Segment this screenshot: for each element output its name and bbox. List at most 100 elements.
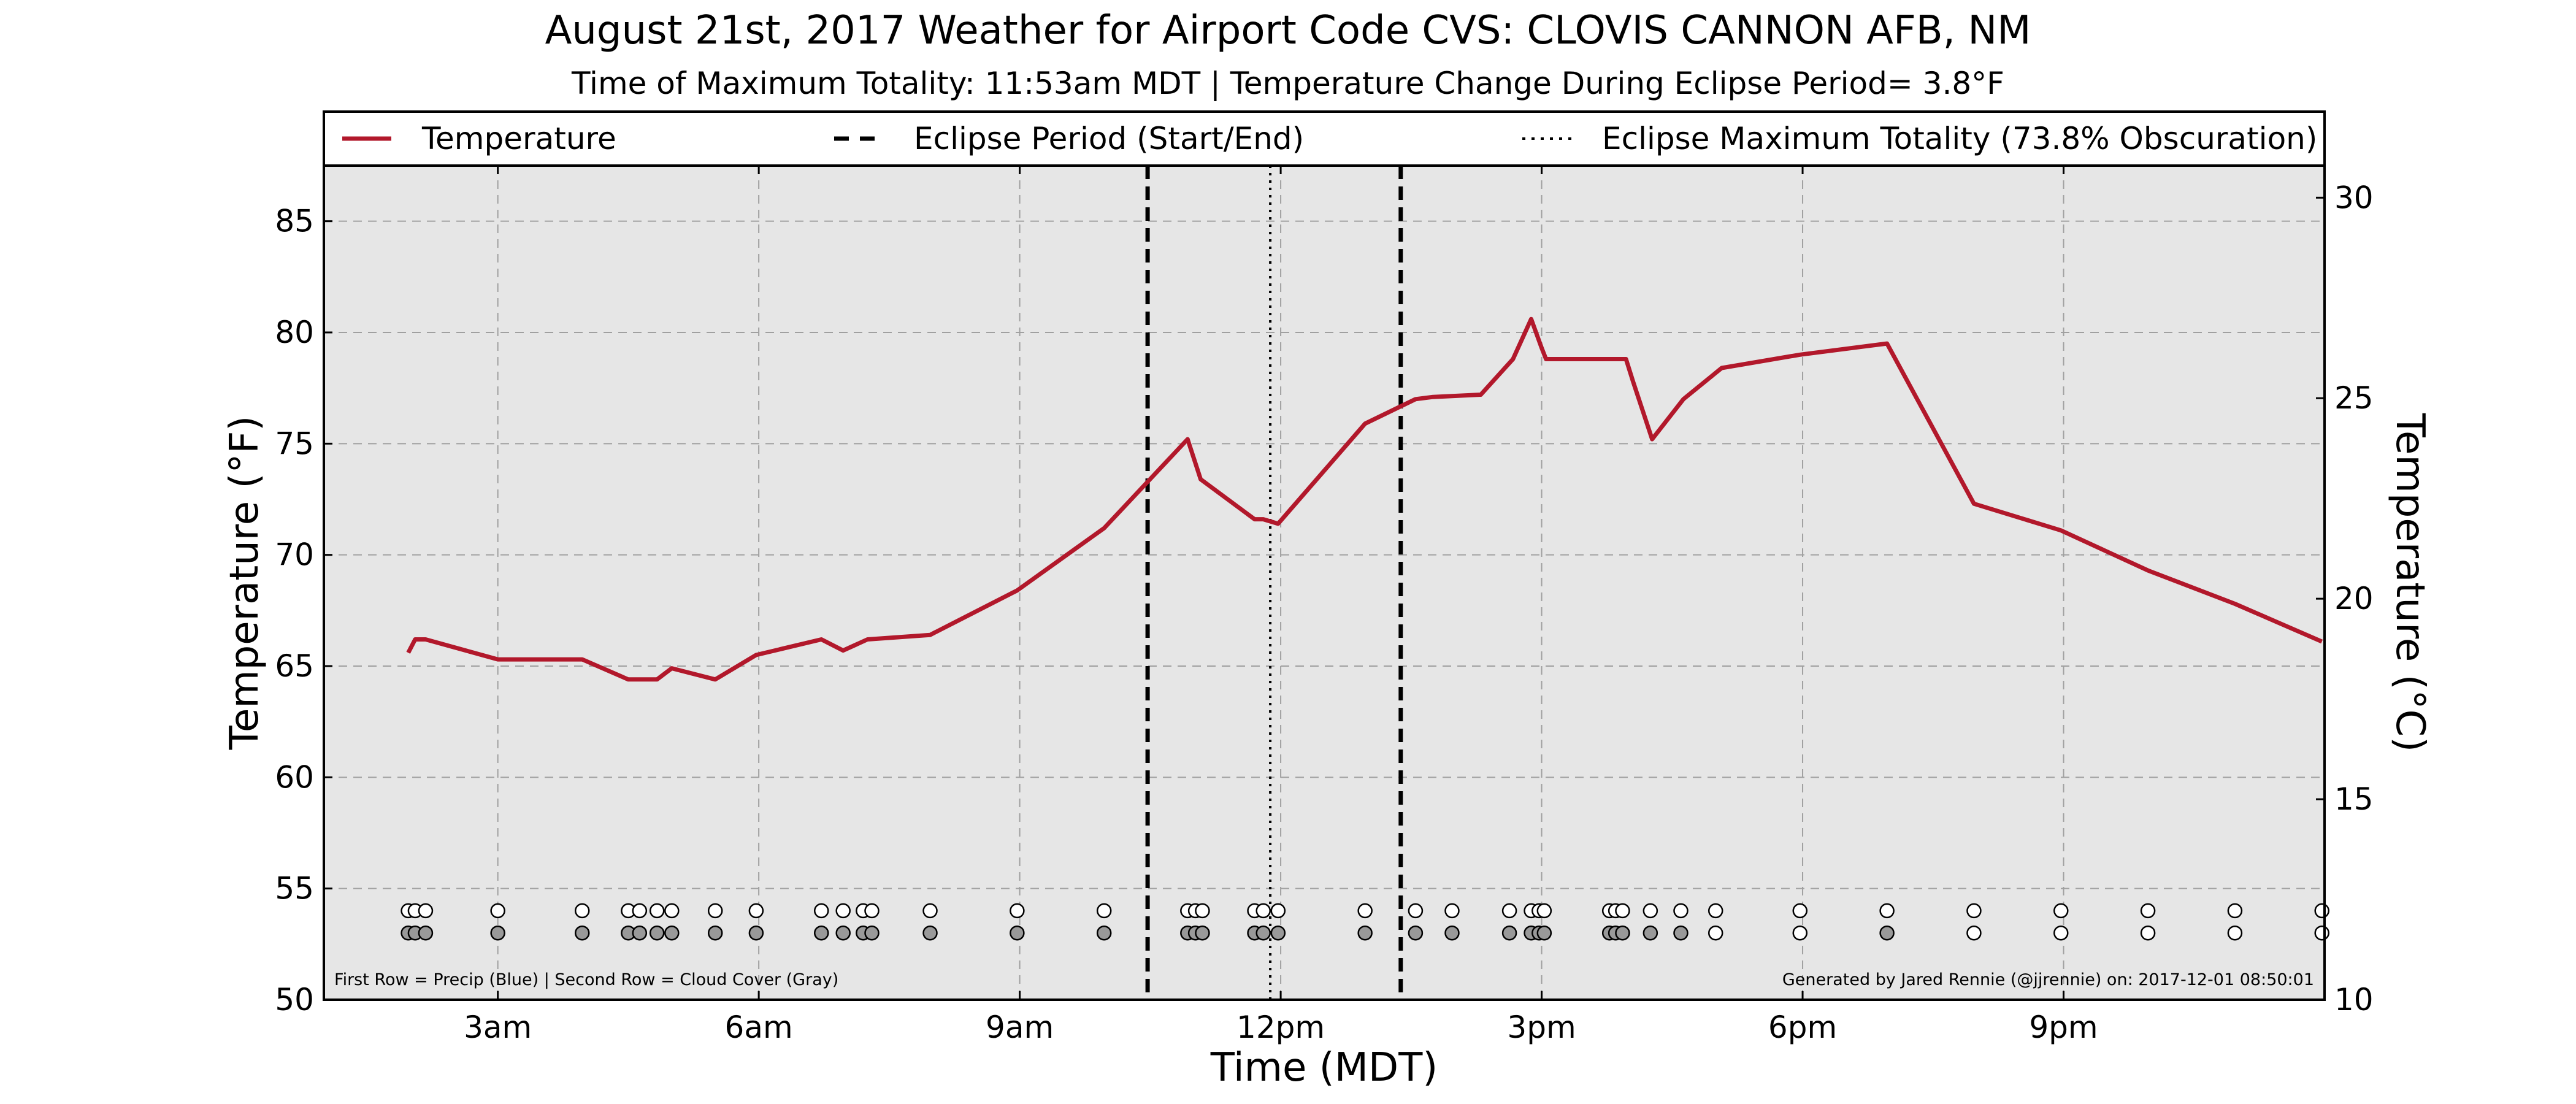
precip-marker: [864, 903, 880, 919]
cloud-cover-marker: [1615, 925, 1630, 941]
plot-background: [324, 166, 2325, 1000]
cloud-cover-marker: [864, 925, 880, 941]
cloud-cover-marker: [1255, 925, 1271, 941]
credit-note: Generated by Jared Rennie (@jjrennie) on…: [1782, 970, 2314, 989]
x-tick-label: 9pm: [2029, 1010, 2098, 1045]
legend-label: Temperature: [421, 121, 616, 156]
precip-marker: [2227, 903, 2243, 919]
precip-marker: [1966, 903, 1982, 919]
y-tick-label: 70: [275, 537, 314, 573]
y-tick-label: 80: [275, 315, 314, 350]
y-tick-label: 60: [275, 759, 314, 795]
cloud-cover-marker: [1195, 925, 1210, 941]
cloud-cover-marker: [1501, 925, 1517, 941]
cloud-cover-marker: [632, 925, 648, 941]
precip-marker: [490, 903, 505, 919]
precip-marker: [1408, 903, 1424, 919]
precip-marker: [1195, 903, 1210, 919]
y-axis-title: Temperature (°F): [222, 416, 267, 751]
cloud-cover-marker: [1643, 925, 1658, 941]
legend-label: Eclipse Maximum Totality (73.8% Obscurat…: [1602, 121, 2317, 156]
precip-marker: [1444, 903, 1460, 919]
cloud-cover-marker: [835, 925, 851, 941]
chart-notes: First Row = Precip (Blue) | Second Row =…: [334, 970, 2314, 989]
precip-marker: [1255, 903, 1271, 919]
cloud-cover-marker: [707, 925, 723, 941]
precip-marker: [1792, 903, 1808, 919]
cloud-cover-marker: [748, 925, 764, 941]
precip-marker: [835, 903, 851, 919]
y-right-tick-label: 30: [2334, 180, 2374, 215]
precip-marker: [1708, 903, 1723, 919]
precip-marker: [1673, 903, 1689, 919]
precip-marker: [649, 903, 665, 919]
cloud-cover-marker: [664, 925, 680, 941]
y-right-tick-label: 20: [2334, 581, 2374, 616]
precip-marker: [1010, 903, 1025, 919]
precip-marker: [1501, 903, 1517, 919]
y-tick-label: 55: [275, 871, 314, 907]
temperature-series-line: [406, 316, 2323, 682]
y-right-axis-title: Temperature (°C): [2387, 413, 2432, 752]
cloud-cover-marker: [649, 925, 665, 941]
x-tick-label: 12pm: [1236, 1010, 1325, 1045]
precip-marker: [748, 903, 764, 919]
axis-ticks: 3am 6am 9am 12pm 3pm 6pm 9pm 50 55 60 65 70 75 80 85 10…: [222, 166, 2432, 1091]
cloud-cover-marker: [813, 925, 829, 941]
cloud-cover-marker: [1444, 925, 1460, 941]
precip-marker: [1879, 903, 1895, 919]
precip-marker: [574, 903, 590, 919]
cloud-cover-marker: [1792, 925, 1808, 941]
precip-marker: [418, 903, 434, 919]
cloud-cover-marker: [1096, 925, 1112, 941]
x-tick-label: 6pm: [1768, 1010, 1837, 1045]
cloud-cover-marker: [574, 925, 590, 941]
legend: Temperature Eclipse Period (Start/End) Ecl…: [342, 121, 2317, 156]
chart-title: August 21st, 2017 Weather for Airport Co…: [545, 8, 2031, 53]
precip-marker: [1270, 903, 1286, 919]
y-right-tick-label: 15: [2334, 781, 2374, 817]
x-tick-label: 9am: [986, 1010, 1054, 1045]
precip-marker: [2053, 903, 2069, 919]
x-tick-label: 6am: [725, 1010, 793, 1045]
cloud-cover-marker: [2227, 925, 2243, 941]
cloud-cover-marker: [1879, 925, 1895, 941]
precip-marker: [632, 903, 648, 919]
cloud-cover-marker: [1010, 925, 1025, 941]
cloud-cover-marker: [2314, 925, 2329, 941]
precip-marker: [1615, 903, 1630, 919]
cloud-cover-marker: [1536, 925, 1552, 941]
x-tick-label: 3am: [464, 1010, 532, 1045]
precip-marker: [1643, 903, 1658, 919]
y-tick-label: 75: [275, 426, 314, 461]
cloud-cover-marker: [490, 925, 505, 941]
plot-frame: [323, 164, 2326, 1001]
precip-marker: [2140, 903, 2156, 919]
cloud-cover-marker: [1708, 925, 1723, 941]
y-right-tick-label: 10: [2334, 982, 2374, 1018]
cloud-cover-marker: [418, 925, 434, 941]
cloud-cover-marker: [2140, 925, 2156, 941]
row-legend-note: First Row = Precip (Blue) | Second Row =…: [334, 970, 838, 989]
precip-marker: [922, 903, 938, 919]
cloud-cover-marker: [922, 925, 938, 941]
precip-marker: [707, 903, 723, 919]
precip-marker: [1357, 903, 1373, 919]
precip-marker: [1096, 903, 1112, 919]
legend-label: Eclipse Period (Start/End): [914, 121, 1304, 156]
precip-marker: [813, 903, 829, 919]
y-tick-label: 50: [275, 982, 314, 1018]
cloud-cover-marker: [2053, 925, 2069, 941]
cloud-cover-marker: [1673, 925, 1689, 941]
x-axis-title: Time (MDT): [1210, 1045, 1438, 1091]
chart-subtitle: Time of Maximum Totality: 11:53am MDT | …: [572, 66, 2004, 101]
precip-marker: [664, 903, 680, 919]
cloud-cover-marker: [1408, 925, 1424, 941]
cloud-cover-marker: [1270, 925, 1286, 941]
legend-box: [323, 110, 2326, 167]
x-tick-label: 3pm: [1507, 1010, 1576, 1045]
y-right-tick-label: 25: [2334, 380, 2374, 416]
precip-marker: [2314, 903, 2329, 919]
y-tick-label: 65: [275, 648, 314, 684]
